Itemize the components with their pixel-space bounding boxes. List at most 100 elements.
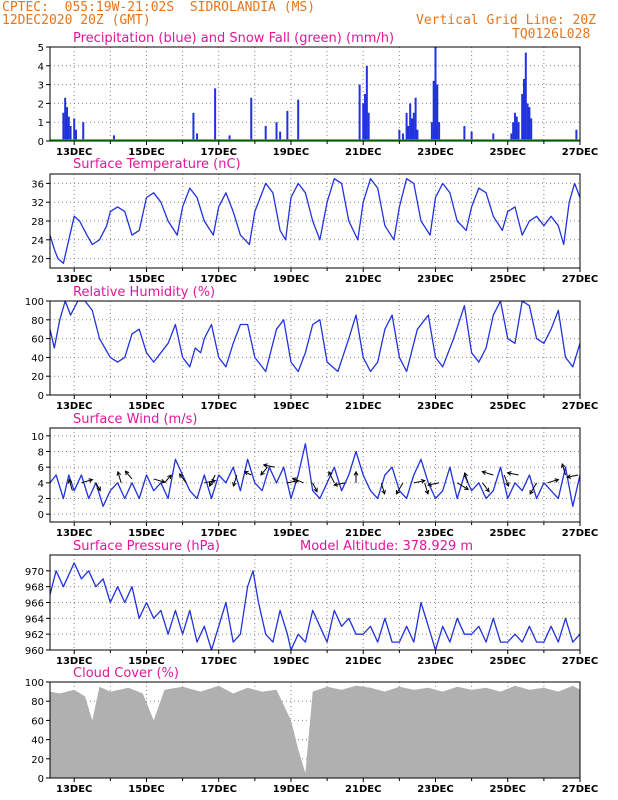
wind-arrowhead: [178, 473, 184, 479]
wind-arrowhead: [554, 478, 560, 483]
precip-bar: [112, 135, 115, 141]
x-tick-label: 23DEC: [417, 274, 453, 285]
x-tick-label: 15DEC: [128, 656, 164, 667]
precip-bar: [409, 103, 412, 141]
precip-bar: [523, 78, 526, 141]
header-code: TQ0126L028: [512, 27, 591, 42]
wind-arrow: [153, 478, 165, 483]
precip-bar: [434, 47, 437, 141]
panel-frame: [49, 681, 581, 779]
x-tick-label: 15DEC: [128, 147, 164, 158]
x-tick-label: 21DEC: [345, 147, 381, 158]
x-tick-label: 15DEC: [128, 784, 164, 795]
precip-bar: [416, 129, 419, 141]
y-tick-label: 28: [31, 217, 44, 228]
wind-arrow: [68, 479, 73, 491]
wind-arrowhead: [333, 482, 339, 487]
wind-arrowhead: [328, 470, 333, 476]
wind-arrow: [244, 471, 252, 476]
y-tick-label: 0: [38, 510, 44, 521]
wind-arrow: [81, 479, 93, 484]
precip-bar: [405, 112, 408, 141]
wind-arrow: [482, 471, 494, 476]
wind-arrowhead: [262, 463, 268, 468]
series-line: [49, 443, 581, 507]
series-line: [49, 300, 581, 373]
wind-arrow: [529, 482, 538, 495]
precip-bar: [521, 94, 524, 141]
panel-title: Precipitation (blue) and Snow Fall (gree…: [73, 31, 394, 46]
y-tick-label: 100: [25, 678, 44, 689]
x-tick-label: 25DEC: [490, 147, 526, 158]
y-tick-label: 966: [25, 599, 44, 610]
wind-arrowhead: [291, 477, 297, 482]
precip-bar: [250, 97, 253, 141]
y-tick-label: 20: [31, 755, 44, 766]
y-tick-label: 962: [25, 630, 44, 641]
x-tick-label: 25DEC: [490, 528, 526, 539]
precip-bar: [407, 125, 410, 141]
precip-bar: [358, 84, 361, 141]
x-tick-label: 17DEC: [201, 784, 237, 795]
panel-title: Surface Temperature (nC): [73, 157, 241, 172]
wind-arrowhead: [505, 481, 510, 487]
wind-arrow: [328, 471, 335, 484]
wind-arrowhead: [424, 489, 430, 495]
x-tick-label: 19DEC: [273, 147, 309, 158]
precip-bar: [275, 122, 278, 141]
wind-arrow: [395, 482, 404, 495]
wind-arrow: [547, 479, 559, 484]
wind-arrow: [287, 480, 299, 484]
precip-bar: [82, 122, 85, 141]
panel-frame: [49, 46, 581, 142]
wind-arrowhead: [124, 470, 130, 476]
precip-bar: [64, 97, 67, 141]
precip-bar: [436, 84, 439, 141]
precip-bar: [297, 99, 300, 141]
wind-arrowhead: [566, 474, 572, 479]
x-tick-label: 17DEC: [201, 274, 237, 285]
wind-arrow: [312, 482, 318, 492]
precip-bar: [264, 125, 267, 141]
wind-arrow: [464, 472, 469, 483]
precip-bar: [286, 110, 289, 141]
x-tick-label: 15DEC: [128, 528, 164, 539]
x-tick-label: 25DEC: [490, 274, 526, 285]
x-tick-label: 25DEC: [490, 401, 526, 412]
wind-arrowhead: [481, 470, 487, 475]
wind-arrow: [263, 464, 275, 468]
y-tick-label: 32: [31, 198, 44, 209]
wind-arrowhead: [260, 470, 265, 476]
precip-bar: [515, 116, 518, 141]
wind-arrow: [125, 470, 133, 480]
wind-arrow: [567, 474, 579, 478]
y-tick-label: 3: [38, 81, 44, 92]
wind-arrowhead: [96, 486, 101, 492]
precip-bar: [364, 94, 367, 141]
y-tick-label: 60: [31, 335, 44, 346]
y-tick-label: 5: [38, 43, 44, 54]
wind-arrowhead: [427, 482, 433, 487]
precip-bar: [512, 122, 515, 141]
precip-bar: [196, 133, 199, 141]
x-tick-label: 25DEC: [490, 656, 526, 667]
x-tick-label: 23DEC: [417, 656, 453, 667]
y-tick-label: 2: [38, 99, 44, 110]
wind-arrowhead: [420, 478, 426, 484]
wind-arrowhead: [243, 471, 249, 476]
y-tick-label: 1: [38, 118, 44, 129]
precip-bar: [192, 112, 195, 141]
x-tick-label: 27DEC: [562, 147, 598, 158]
panel-subtitle: Model Altitude: 378.929 m: [300, 539, 473, 554]
y-tick-label: 0: [38, 137, 44, 148]
wind-arrow: [179, 473, 187, 484]
y-tick-label: 964: [25, 614, 44, 625]
y-tick-label: 4: [38, 479, 44, 490]
x-tick-label: 19DEC: [273, 656, 309, 667]
x-tick-label: 23DEC: [417, 401, 453, 412]
precip-bar: [365, 65, 368, 141]
wind-arrowhead: [232, 481, 237, 487]
header-location: SIDROLANDIA (MS): [189, 0, 316, 15]
y-tick-label: 40: [31, 353, 44, 364]
x-tick-label: 21DEC: [345, 274, 381, 285]
